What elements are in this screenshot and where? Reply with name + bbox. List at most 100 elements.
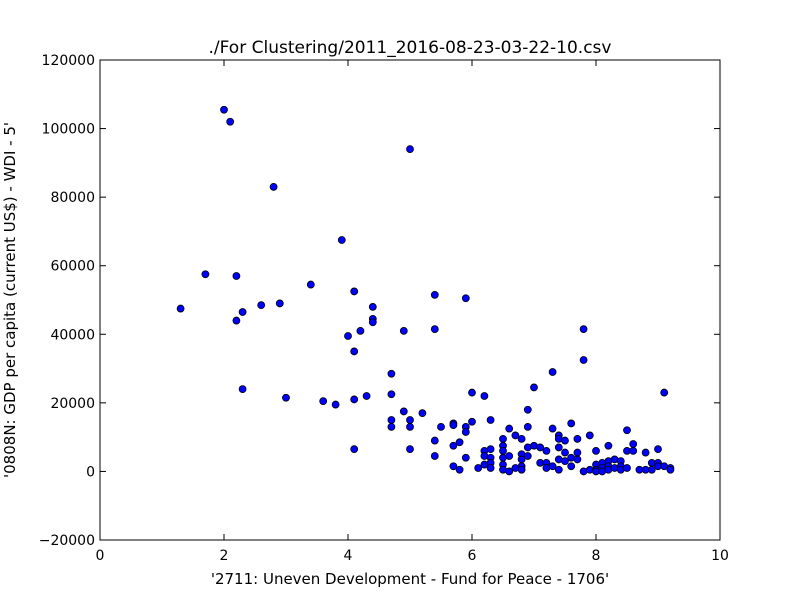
scatter-point	[573, 455, 582, 464]
scatter-point	[561, 448, 569, 457]
x-tick-label: 8	[592, 548, 601, 564]
x-axis-label: '2711: Uneven Development - Fund for Pea…	[211, 570, 609, 588]
scatter-point	[430, 325, 439, 334]
scatter-point	[585, 431, 594, 440]
scatter-point	[232, 272, 241, 280]
scatter-point	[561, 436, 569, 445]
scatter-point	[579, 356, 588, 364]
y-axis-label: '0808N: GDP per capita (current US$) - W…	[1, 122, 19, 478]
y-tick-label: 80000	[50, 190, 95, 206]
scatter-point	[573, 434, 582, 443]
scatter-point	[399, 326, 408, 335]
scatter-point	[530, 383, 538, 392]
scatter-point	[337, 236, 346, 244]
scatter-point	[176, 304, 185, 313]
scatter-point	[523, 452, 532, 460]
scatter-point	[517, 465, 526, 474]
scatter-point	[592, 446, 600, 455]
scatter-point	[368, 302, 377, 311]
scatter-point	[461, 294, 470, 303]
scatter-point	[232, 316, 241, 325]
scatter-point	[319, 397, 328, 406]
scatter-point	[623, 464, 631, 472]
scatter-point	[666, 465, 675, 474]
y-tick-label: 100000	[42, 122, 95, 138]
y-tick-label: −20000	[39, 533, 95, 549]
scatter-point	[331, 400, 340, 409]
scatter-point	[306, 280, 315, 289]
scatter-point	[536, 443, 545, 452]
x-tick-label: 0	[96, 548, 105, 564]
scatter-point	[350, 445, 359, 454]
scatter-point	[505, 467, 514, 476]
scatter-point	[499, 434, 507, 443]
scatter-point	[579, 325, 588, 334]
scatter-point	[641, 448, 650, 457]
scatter-point	[449, 441, 458, 450]
scatter-point	[567, 462, 576, 471]
scatter-point	[548, 462, 557, 471]
scatter-point	[387, 416, 396, 424]
scatter-point	[226, 117, 235, 126]
scatter-point	[505, 424, 514, 433]
x-tick-label: 2	[220, 548, 229, 564]
scatter-point	[238, 308, 247, 316]
scatter-point	[362, 392, 371, 400]
scatter-point	[486, 445, 495, 454]
scatter-point	[486, 464, 495, 472]
scatter-point	[486, 416, 495, 424]
scatter-point	[505, 452, 514, 460]
scatter-point	[430, 290, 439, 299]
scatter-point	[623, 426, 631, 435]
scatter-point	[468, 417, 476, 426]
scatter-point	[567, 419, 576, 428]
points-layer	[176, 105, 675, 476]
scatter-point	[406, 422, 414, 431]
scatter-point	[548, 424, 557, 433]
scatter-point	[387, 369, 396, 378]
scatter-point	[523, 422, 532, 431]
scatter-point	[468, 388, 476, 397]
scatter-point	[461, 428, 470, 436]
scatter-point	[629, 446, 638, 455]
x-tick-label: 10	[711, 548, 729, 564]
scatter-point	[654, 445, 662, 454]
scatter-point	[368, 318, 377, 327]
chart-title: ./For Clustering/2011_2016-08-23-03-22-1…	[209, 38, 612, 58]
scatter-point	[511, 431, 520, 440]
scatter-point	[399, 407, 408, 416]
scatter-point	[275, 299, 284, 308]
scatter-point	[430, 452, 439, 460]
scatter-point	[449, 421, 458, 430]
y-tick-label: 0	[86, 464, 95, 480]
scatter-point	[430, 436, 439, 445]
scatter-point	[499, 446, 507, 455]
x-tick-label: 6	[468, 548, 477, 564]
scatter-point	[561, 457, 569, 466]
scatter-point	[647, 465, 656, 474]
scatter-point	[350, 395, 359, 404]
scatter-point	[455, 465, 464, 474]
y-tick-label: 60000	[50, 259, 95, 275]
scatter-point	[542, 446, 551, 455]
scatter-point	[660, 388, 669, 397]
y-tick-label: 20000	[50, 396, 95, 412]
scatter-point	[238, 385, 247, 394]
scatter-point	[461, 453, 470, 462]
scatter-point	[387, 422, 396, 431]
scatter-point	[406, 416, 414, 424]
scatter-point	[418, 409, 427, 418]
scatter-point	[437, 422, 445, 431]
scatter-point	[269, 182, 278, 191]
scatter-point	[449, 462, 458, 471]
scatter-point	[406, 445, 414, 454]
ticks-layer: 0 2 4 6 8 10−20000020000400006000080000100000…	[39, 53, 729, 564]
scatter-point	[356, 326, 365, 335]
scatter-point	[629, 440, 638, 448]
scatter-point	[201, 270, 210, 279]
scatter-point	[517, 434, 526, 443]
scatter-point	[350, 347, 359, 356]
scatter-point	[220, 105, 228, 114]
scatter-point	[554, 465, 563, 474]
scatter-point	[548, 368, 557, 376]
